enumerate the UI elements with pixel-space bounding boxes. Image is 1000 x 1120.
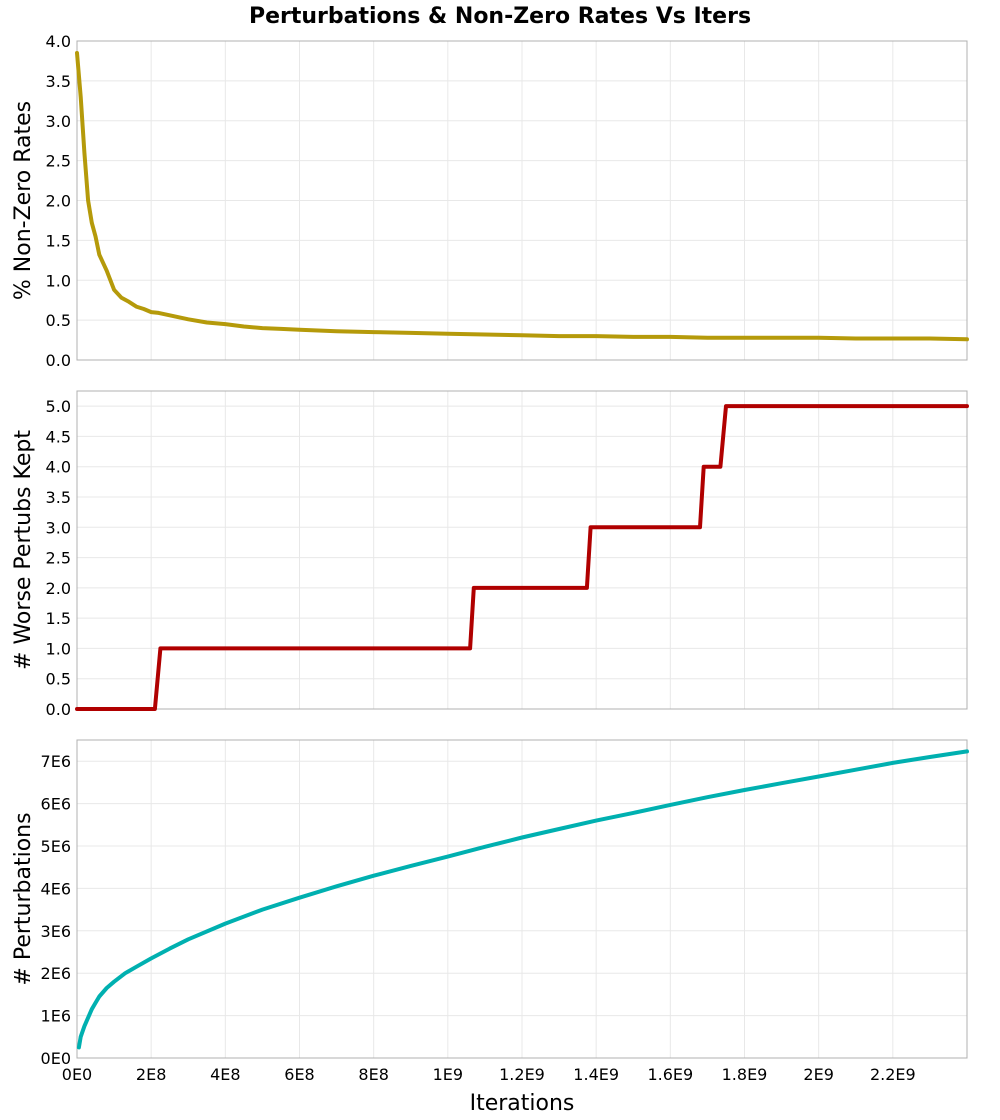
y-tick-label: 3.5 (46, 72, 71, 91)
x-tick-label: 1.2E9 (499, 1065, 545, 1084)
y-tick-label: 3.0 (46, 112, 71, 131)
y-tick-label: 2.5 (46, 549, 71, 568)
y-tick-label: 0.5 (46, 670, 71, 689)
panel-1: 0.0 0.5 1.0 1.5 2.0 2.5 3.0 3.5 4.0 % Non-Zero Ra… (11, 32, 969, 370)
y-tick-label: 7E6 (41, 752, 71, 771)
chart-title: Perturbations & Non-Zero Rates Vs Iters (249, 4, 751, 29)
x-tick-label: 1.8E9 (722, 1065, 768, 1084)
series-line (75, 404, 969, 711)
x-tick-label: 2E8 (136, 1065, 166, 1084)
y-tick-label: 0.5 (46, 311, 71, 330)
y-tick-label: 5.0 (46, 397, 71, 416)
y-tick-label: 5E6 (41, 837, 71, 856)
x-tick-label: 1.4E9 (573, 1065, 619, 1084)
series-line (75, 51, 969, 342)
y-tick-label: 1.0 (46, 639, 71, 658)
y-tick-label: 4.0 (46, 458, 71, 477)
plot-frame (76, 390, 968, 710)
y-tick-label: 1E6 (41, 1007, 71, 1026)
y-axis-label: % Non-Zero Rates (11, 101, 36, 300)
y-tick-label: 6E6 (41, 795, 71, 814)
x-tick-label: 2E9 (803, 1065, 833, 1084)
y-tick-label: 1.5 (46, 231, 71, 250)
x-tick-label: 1.6E9 (647, 1065, 693, 1084)
y-tick-label: 4.5 (46, 427, 71, 446)
y-tick-label: 4.0 (46, 32, 71, 51)
y-tick-label: 2.0 (46, 579, 71, 598)
y-tick-label: 2.0 (46, 192, 71, 211)
y-axis-label: # Worse Pertubs Kept (11, 430, 36, 670)
x-tick-label: 6E8 (284, 1065, 314, 1084)
x-tick-label: 4E8 (210, 1065, 240, 1084)
y-axis-label: # Perturbations (11, 812, 36, 985)
x-axis-label: Iterations (470, 1091, 575, 1116)
x-tick-label: 8E8 (358, 1065, 388, 1084)
y-tick-label: 3.0 (46, 518, 71, 537)
y-tick-label: 3.5 (46, 488, 71, 507)
chart-panels: 0.0 0.5 1.0 1.5 2.0 2.5 3.0 3.5 4.0 % Non-Zero Ra… (11, 32, 969, 1084)
y-tick-label: 0E0 (41, 1049, 71, 1068)
y-tick-label: 3E6 (41, 922, 71, 941)
plot-frame (76, 739, 968, 1059)
y-tick-label: 2E6 (41, 964, 71, 983)
y-tick-label: 1.0 (46, 271, 71, 290)
y-tick-label: 0.0 (46, 700, 71, 719)
series-line (76, 749, 969, 1050)
plot-frame (76, 40, 968, 361)
y-tick-label: 0.0 (46, 351, 71, 370)
x-tick-label: 0E0 (62, 1065, 92, 1084)
x-tick-label: 2.2E9 (870, 1065, 916, 1084)
x-tick-label: 1E9 (433, 1065, 463, 1084)
panel-2: 0.0 0.5 1.0 1.5 2.0 2.5 3.0 3.5 4.0 4.5 5.0 # Worse… (11, 390, 969, 719)
y-tick-label: 2.5 (46, 152, 71, 171)
y-tick-label: 4E6 (41, 879, 71, 898)
panel-3: 0E0 1E6 2E6 3E6 4E6 5E6 6E6 7E6 # Perturbations 0… (11, 739, 969, 1084)
y-tick-label: 1.5 (46, 609, 71, 628)
